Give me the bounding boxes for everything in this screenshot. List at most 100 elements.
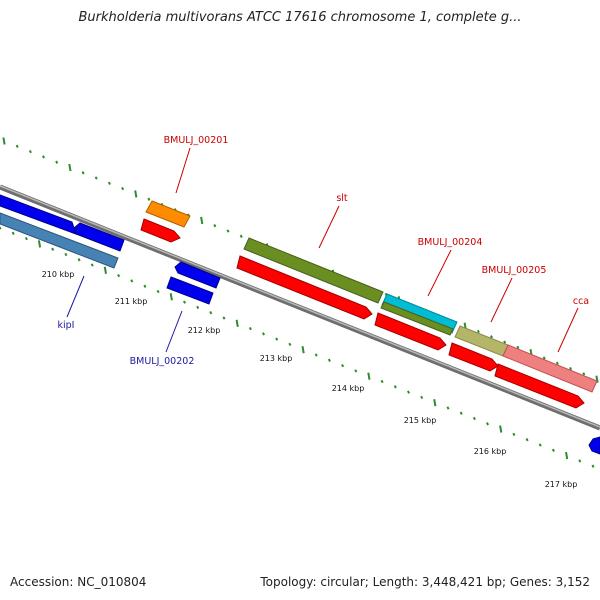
gene-label-kipi[interactable]: kipI	[58, 320, 75, 331]
gene-label-bmulj-00205[interactable]: BMULJ_00205	[482, 265, 547, 276]
accession-text: Accession: NC_010804	[10, 575, 147, 589]
forward-arrow[interactable]	[236, 255, 373, 320]
major-tick	[169, 293, 173, 301]
minor-tick	[107, 181, 111, 185]
minor-tick	[24, 236, 28, 241]
gene-label-bmulj-00204[interactable]: BMULJ_00204	[418, 237, 483, 248]
minor-tick	[209, 311, 213, 315]
gene-bmulj-00201-bar[interactable]	[145, 200, 191, 228]
minor-tick	[472, 416, 476, 421]
minor-tick	[591, 464, 595, 468]
minor-tick	[446, 406, 450, 410]
minor-tick	[486, 422, 489, 426]
scale-label: 210 kbp	[42, 270, 75, 279]
minor-tick	[503, 340, 507, 344]
minor-tick	[183, 300, 186, 304]
minor-tick	[516, 345, 520, 350]
gene-slt-bar[interactable]	[243, 237, 384, 304]
major-tick	[2, 137, 6, 145]
major-tick	[499, 425, 503, 433]
minor-tick	[538, 443, 542, 447]
minor-tick	[213, 224, 217, 228]
reverse-arrow[interactable]	[174, 261, 221, 289]
minor-tick	[569, 366, 573, 371]
minor-tick	[262, 332, 265, 336]
minor-tick	[51, 247, 55, 251]
minor-tick	[11, 231, 15, 235]
reverse-arrow[interactable]	[166, 276, 214, 305]
minor-tick	[512, 432, 516, 437]
minor-tick	[582, 372, 586, 376]
minor-tick	[327, 358, 331, 362]
minor-tick	[248, 326, 252, 331]
backbone	[0, 184, 600, 431]
inner-tick-row	[0, 226, 595, 468]
minor-tick	[121, 186, 125, 191]
scale-label: 213 kbp	[260, 354, 293, 363]
minor-tick	[407, 390, 410, 394]
scale-label: 216 kbp	[474, 447, 507, 456]
major-tick	[68, 163, 72, 172]
gene-bmulj-00204b-bar[interactable]	[380, 301, 454, 336]
reverse-arrow[interactable]	[588, 436, 600, 455]
major-tick	[134, 190, 138, 198]
gene-label-slt[interactable]: slt	[336, 193, 348, 204]
major-tick	[565, 451, 569, 460]
minor-tick	[226, 229, 230, 233]
minor-tick	[393, 385, 397, 389]
minor-tick	[542, 356, 546, 360]
major-tick	[367, 372, 371, 380]
gene-label-bmulj-00202[interactable]: BMULJ_00202	[130, 356, 195, 367]
scale-label: 215 kbp	[404, 416, 437, 425]
gene-label-cca[interactable]: cca	[573, 296, 589, 307]
minor-tick	[341, 363, 345, 368]
scale-labels: 210 kbp 211 kbp 212 kbp 213 kbp 214 kbp …	[42, 270, 578, 489]
major-tick	[433, 399, 437, 407]
forward-arrow[interactable]	[374, 312, 447, 351]
minor-tick	[130, 279, 134, 283]
minor-tick	[28, 149, 32, 154]
minor-tick	[578, 459, 582, 463]
reverse-arrow[interactable]	[73, 222, 125, 252]
forward-arrow[interactable]	[140, 218, 181, 243]
forward-arrow[interactable]	[448, 342, 499, 372]
minor-tick	[42, 155, 45, 159]
scale-label: 211 kbp	[115, 297, 148, 306]
gene-cca-bar[interactable]	[502, 344, 598, 393]
minor-tick	[147, 197, 151, 201]
minor-tick	[490, 335, 493, 339]
minor-tick	[525, 438, 529, 442]
major-tick	[200, 216, 204, 225]
map-title: Burkholderia multivorans ATCC 17616 chro…	[78, 10, 522, 25]
gene-kipi-bar[interactable]	[0, 212, 119, 269]
minor-tick	[90, 263, 94, 267]
minor-tick	[55, 160, 59, 164]
minor-tick	[77, 258, 81, 262]
genome-summary-text: Topology: circular; Length: 3,448,421 bp…	[260, 575, 590, 589]
major-tick	[301, 346, 305, 354]
major-tick	[37, 240, 42, 248]
forward-arrow[interactable]	[494, 363, 585, 409]
minor-tick	[239, 234, 243, 238]
minor-tick	[288, 342, 292, 347]
minor-tick	[555, 361, 559, 365]
minor-tick	[81, 171, 85, 175]
minor-tick	[0, 226, 2, 230]
minor-tick	[94, 176, 98, 180]
scale-label: 214 kbp	[332, 384, 365, 393]
minor-tick	[551, 448, 555, 452]
minor-tick	[275, 337, 279, 341]
minor-tick	[143, 284, 147, 288]
gene-labels: BMULJ_00201 slt BMULJ_00204 BMULJ_00205 …	[58, 135, 590, 367]
minor-tick	[314, 353, 318, 357]
reverse-arrow-track	[0, 194, 600, 455]
major-tick	[595, 375, 599, 383]
leader-lines	[66, 147, 579, 353]
major-tick	[235, 319, 239, 327]
forward-arrow-track	[140, 218, 585, 409]
minor-tick	[476, 329, 480, 334]
minor-tick	[380, 379, 384, 384]
gene-label-bmulj-00201[interactable]: BMULJ_00201	[164, 135, 229, 146]
minor-tick	[15, 144, 19, 148]
